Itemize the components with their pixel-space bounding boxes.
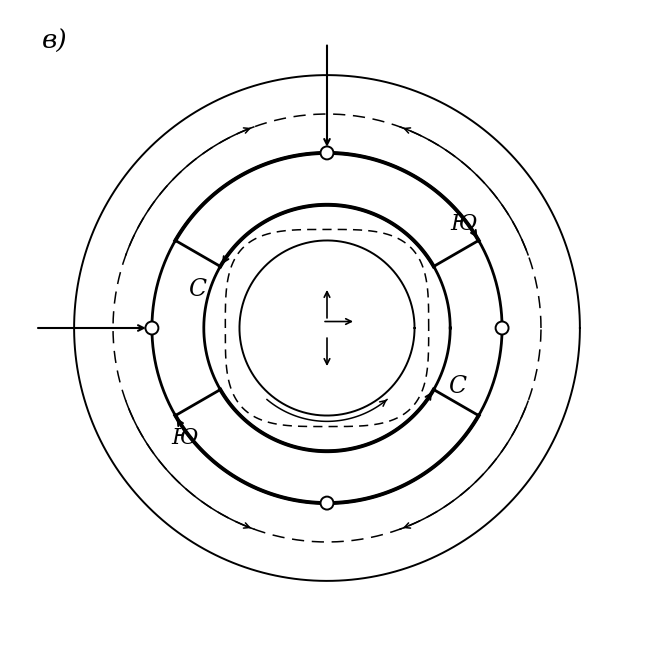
Circle shape xyxy=(145,321,158,335)
Text: в): в) xyxy=(42,29,67,54)
Text: Ю: Ю xyxy=(171,427,198,449)
Circle shape xyxy=(320,497,334,510)
Text: С: С xyxy=(447,375,466,398)
Text: С: С xyxy=(188,277,207,300)
Circle shape xyxy=(496,321,509,335)
Text: Ю: Ю xyxy=(450,213,476,236)
Circle shape xyxy=(320,146,334,159)
